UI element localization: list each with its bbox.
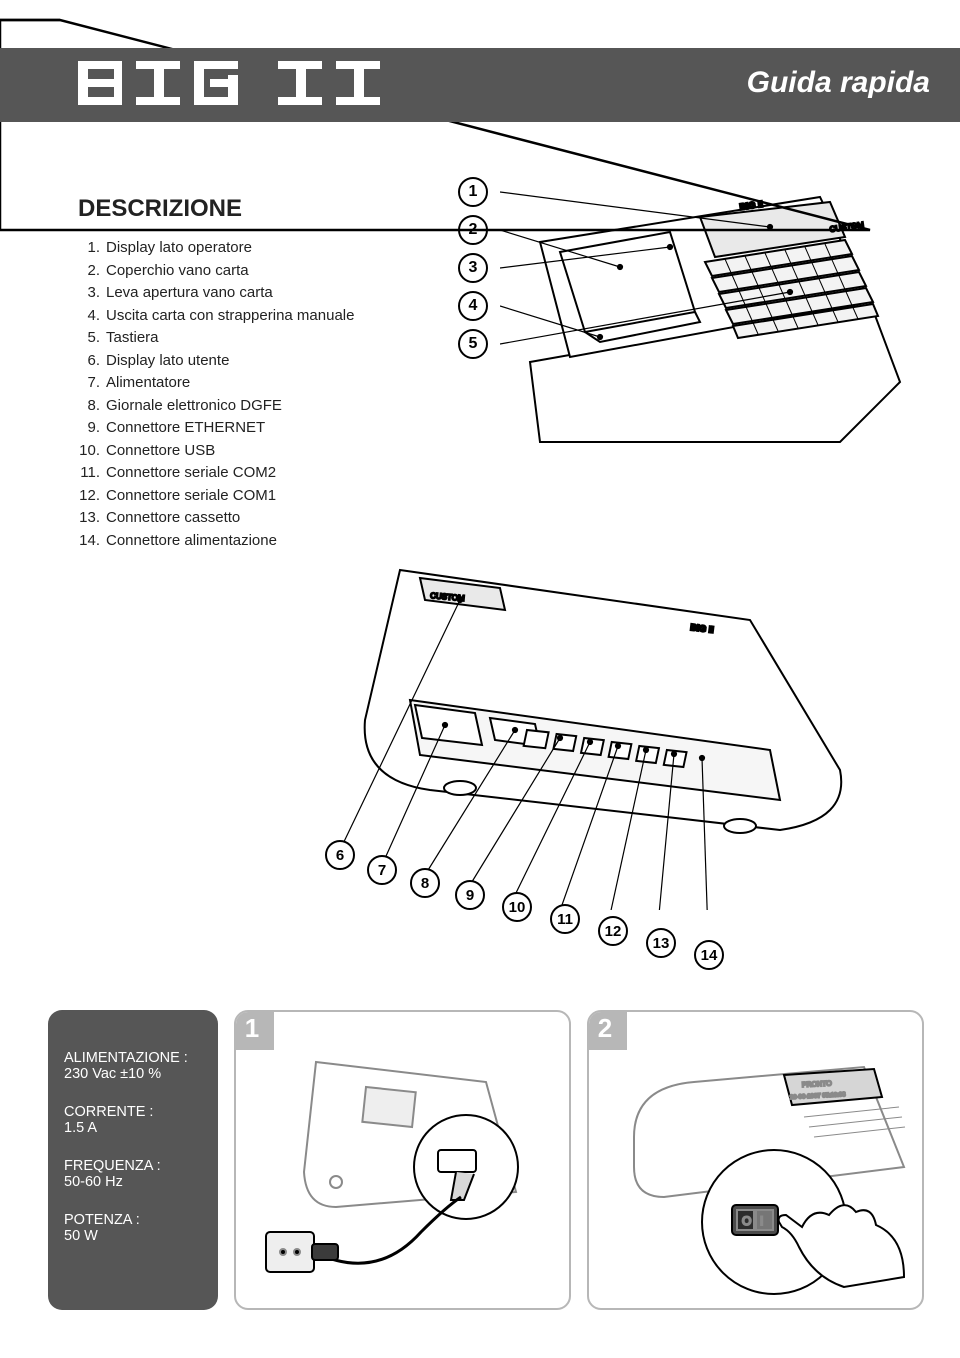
step-panel-1: 1 — [234, 1010, 571, 1310]
description-item-text: Display lato utente — [106, 350, 229, 373]
svg-text:O: O — [742, 1214, 751, 1228]
step2-illustration: PRONTO 20-06-2007 05:10:08 O I — [604, 1027, 924, 1297]
header-diagonal — [0, 0, 960, 260]
description-item-number: 4. — [78, 305, 106, 328]
description-item-number: 2. — [78, 260, 106, 283]
callout-9: 9 — [455, 880, 485, 910]
description-item-number: 11. — [78, 462, 106, 485]
description-item-number: 5. — [78, 327, 106, 350]
step1-illustration — [256, 1032, 556, 1292]
spec-label: POTENZA : — [64, 1212, 202, 1228]
description-item-text: Connettore seriale COM2 — [106, 462, 276, 485]
description-item-number: 13. — [78, 507, 106, 530]
specs-panel: ALIMENTAZIONE : 230 Vac ±10 % CORRENTE :… — [48, 1010, 218, 1310]
description-item-text: Connettore USB — [106, 440, 215, 463]
description-item-number: 8. — [78, 395, 106, 418]
description-item-number: 7. — [78, 372, 106, 395]
description-item: 8.Giornale elettronico DGFE — [78, 395, 448, 418]
callout-11: 11 — [550, 904, 580, 934]
description-item-number: 12. — [78, 485, 106, 508]
description-item-text: Alimentatore — [106, 372, 190, 395]
description-item: 3.Leva apertura vano carta — [78, 282, 448, 305]
callout-13: 13 — [646, 928, 676, 958]
callout-7: 7 — [367, 855, 397, 885]
description-item-text: Connettore cassetto — [106, 507, 240, 530]
description-item-number: 6. — [78, 350, 106, 373]
description-item: 6.Display lato utente — [78, 350, 448, 373]
spec-value: 1.5 A — [64, 1120, 202, 1136]
callout-12: 12 — [598, 916, 628, 946]
spec-label: ALIMENTAZIONE : — [64, 1050, 202, 1066]
callouts-bottom-group: 6 7 8 9 10 11 12 13 14 — [310, 530, 870, 970]
spec-value: 230 Vac ±10 % — [64, 1066, 202, 1082]
description-item-number: 3. — [78, 282, 106, 305]
description-item: 11.Connettore seriale COM2 — [78, 462, 448, 485]
description-item-text: Connettore ETHERNET — [106, 417, 265, 440]
spec-alimentazione: ALIMENTAZIONE : 230 Vac ±10 % — [64, 1050, 202, 1082]
product-logo — [78, 55, 398, 118]
description-item-text: Giornale elettronico DGFE — [106, 395, 282, 418]
svg-text:I: I — [760, 1214, 763, 1228]
description-item-number: 9. — [78, 417, 106, 440]
description-item-text: Uscita carta con strapperina manuale — [106, 305, 354, 328]
description-item-text: Connettore alimentazione — [106, 530, 277, 553]
description-item: 13.Connettore cassetto — [78, 507, 448, 530]
callout-8: 8 — [410, 868, 440, 898]
callout-14: 14 — [694, 940, 724, 970]
description-item: 10.Connettore USB — [78, 440, 448, 463]
description-item-text: Coperchio vano carta — [106, 260, 249, 283]
spec-label: CORRENTE : — [64, 1104, 202, 1120]
spec-potenza: POTENZA : 50 W — [64, 1212, 202, 1244]
description-item: 5.Tastiera — [78, 327, 448, 350]
description-item: 12.Connettore seriale COM1 — [78, 485, 448, 508]
page-title: Guida rapida — [747, 66, 930, 100]
description-item: 7.Alimentatore — [78, 372, 448, 395]
description-list: 1.Display lato operatore2.Coperchio vano… — [78, 237, 448, 552]
description-item: 2.Coperchio vano carta — [78, 260, 448, 283]
description-item: 9.Connettore ETHERNET — [78, 417, 448, 440]
spec-value: 50 W — [64, 1228, 202, 1244]
callout-10: 10 — [502, 892, 532, 922]
callout-5: 5 — [458, 329, 488, 359]
spec-frequenza: FREQUENZA : 50-60 Hz — [64, 1158, 202, 1190]
description-item-number: 10. — [78, 440, 106, 463]
spec-corrente: CORRENTE : 1.5 A — [64, 1104, 202, 1136]
description-item-text: Leva apertura vano carta — [106, 282, 273, 305]
description-item-text: Connettore seriale COM1 — [106, 485, 276, 508]
bottom-row: ALIMENTAZIONE : 230 Vac ±10 % CORRENTE :… — [48, 1010, 924, 1310]
spec-value: 50-60 Hz — [64, 1174, 202, 1190]
description-item: 4.Uscita carta con strapperina manuale — [78, 305, 448, 328]
callout-6: 6 — [325, 840, 355, 870]
step-panel-2: 2 PRONTO 20-06-2007 05:10:08 — [587, 1010, 924, 1310]
description-item-number: 14. — [78, 530, 106, 553]
spec-label: FREQUENZA : — [64, 1158, 202, 1174]
callout-4: 4 — [458, 291, 488, 321]
description-item-text: Tastiera — [106, 327, 159, 350]
